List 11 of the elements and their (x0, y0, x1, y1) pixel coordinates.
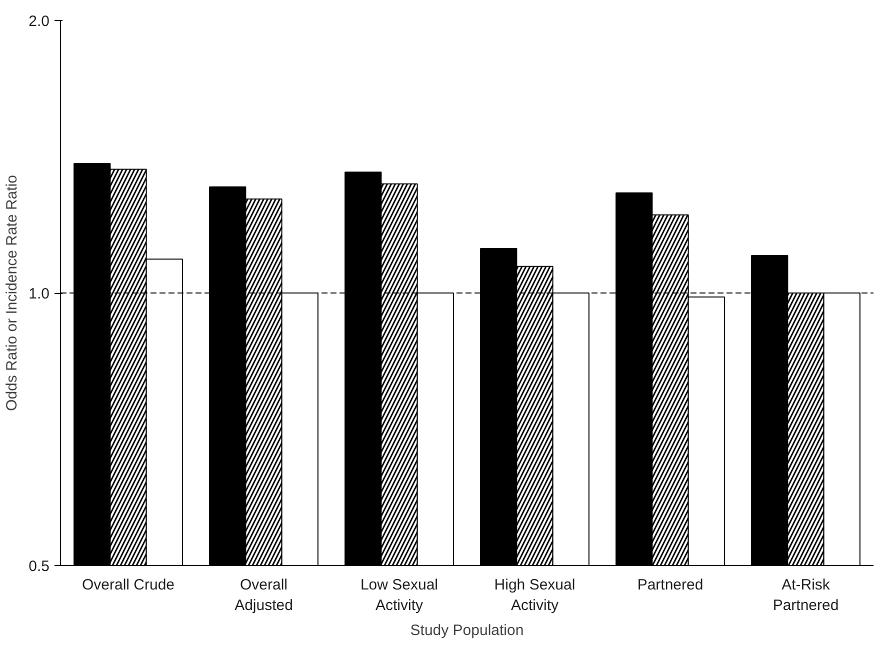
x-tick-label: At-Risk Partnered (772, 576, 839, 614)
y-tick-label: 0.5 (28, 558, 50, 575)
y-tick-label: 1.0 (28, 286, 50, 302)
y-axis-title: Odds Ratio or Incidence Rate Ratio (4, 175, 21, 411)
x-tick-label: Overall Crude (82, 576, 175, 594)
y-tick-label: 2.0 (28, 13, 50, 30)
x-axis-title: Study Population (410, 622, 524, 639)
x-tick-label: Low Sexual Activity (360, 576, 438, 614)
x-tick-label: Partnered (637, 576, 704, 594)
x-tick-label: Overall Adjusted (234, 576, 293, 614)
x-tick-label: High Sexual Activity (494, 576, 576, 614)
